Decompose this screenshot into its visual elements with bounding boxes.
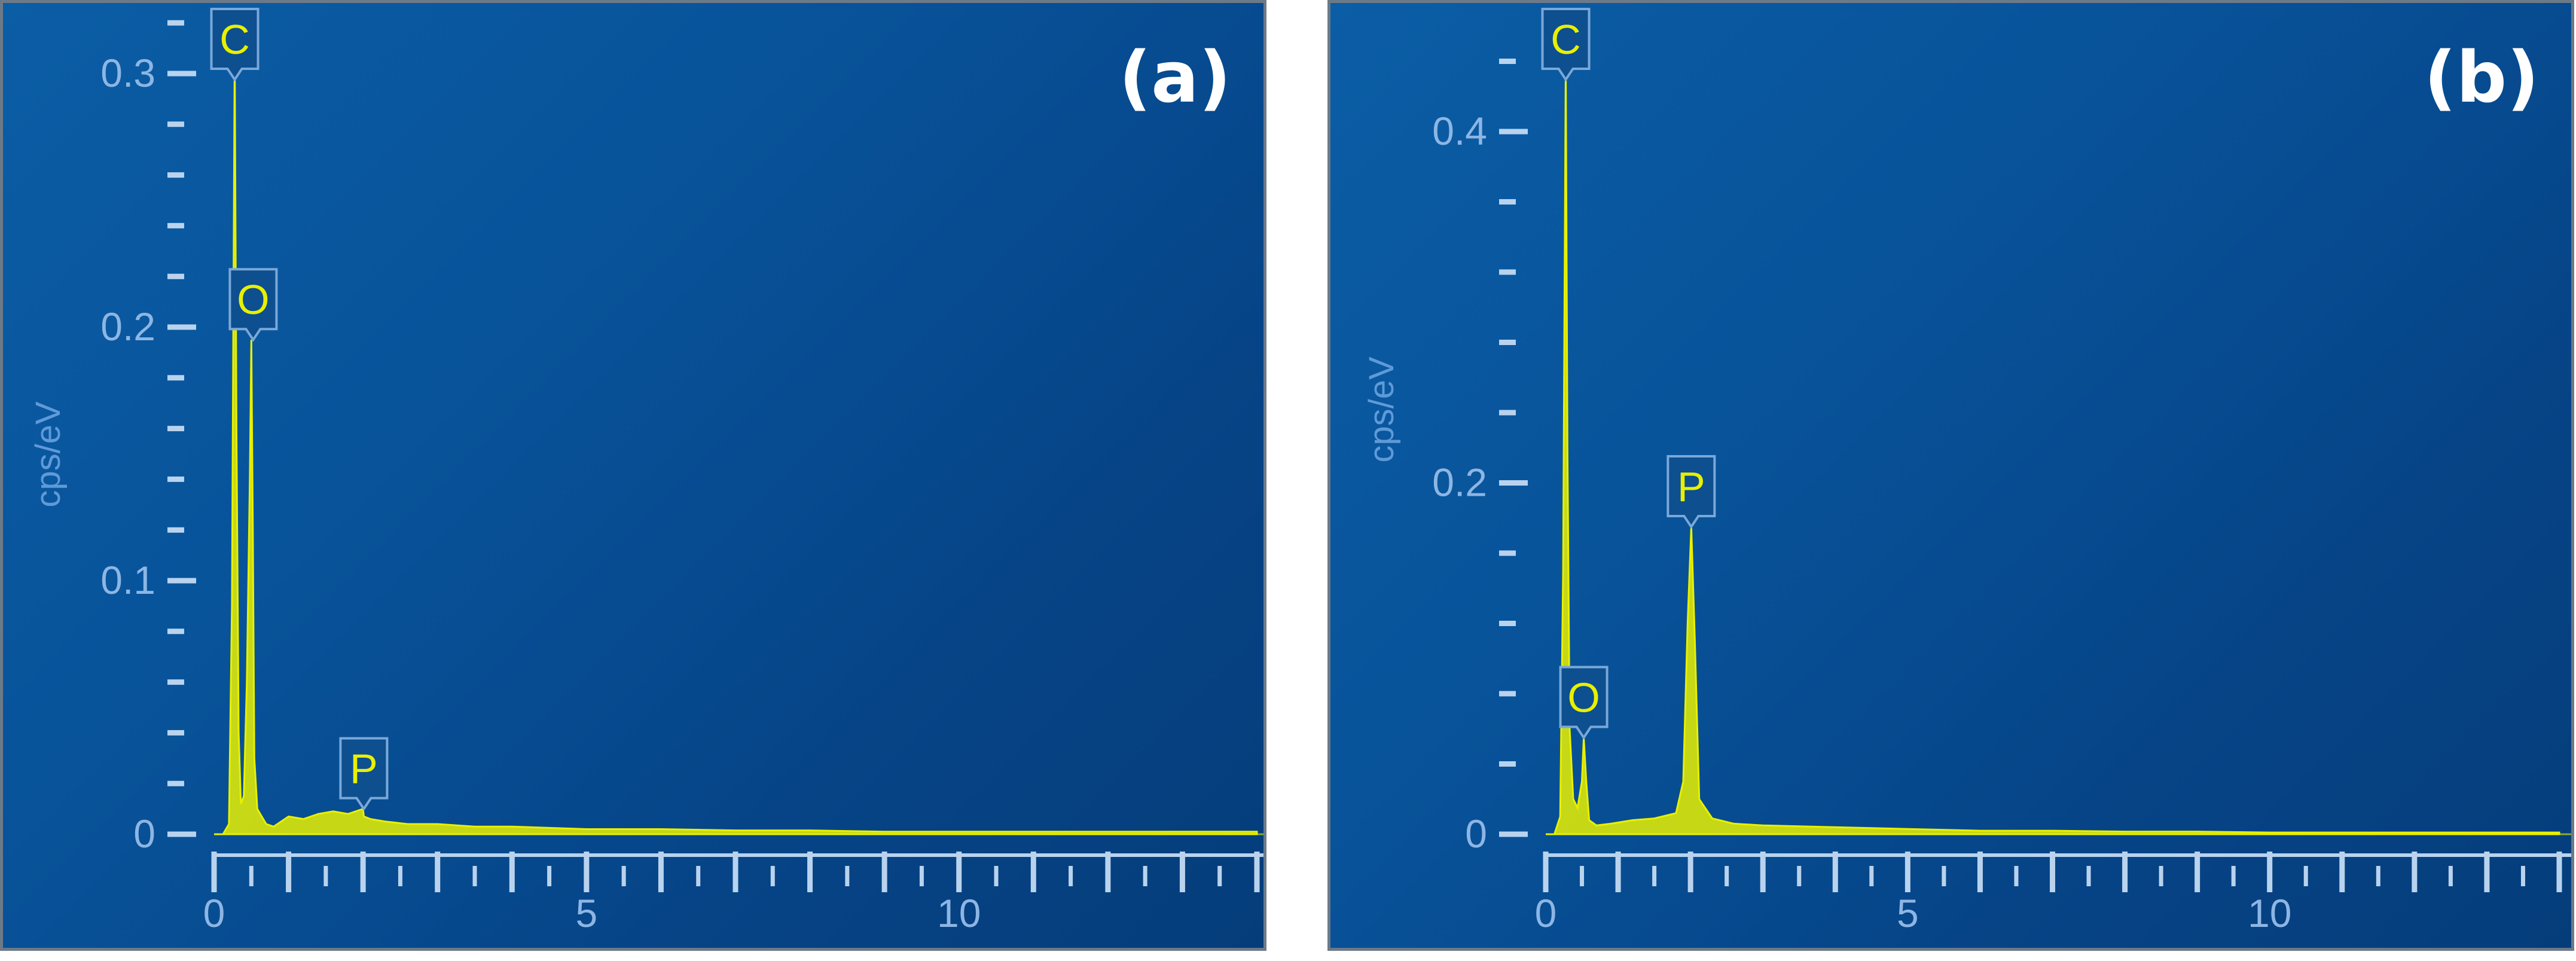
peak-label-box xyxy=(210,8,260,82)
panel-tag: (a) xyxy=(1119,36,1231,118)
peak-label-p: P xyxy=(1667,454,1716,529)
y-tick-label: 0 xyxy=(133,811,155,856)
spectrum-series xyxy=(1546,61,2560,835)
peak-label-o: O xyxy=(1559,666,1609,740)
peak-label-box xyxy=(1559,666,1609,740)
peak-label-text: P xyxy=(350,746,378,792)
x-tick-label: 5 xyxy=(1897,891,1919,935)
peak-label-text: C xyxy=(219,16,250,63)
peak-label-box xyxy=(1541,8,1591,82)
peak-label-box xyxy=(228,268,278,342)
x-tick-label: 0 xyxy=(203,891,225,935)
y-tick-label: 0.4 xyxy=(1432,109,1487,153)
x-tick-label: 10 xyxy=(2248,891,2291,935)
y-tick-label: 0.2 xyxy=(100,304,155,349)
peak-label-box xyxy=(339,737,389,811)
y-axis-label: cps/eV xyxy=(29,401,68,508)
peak-label-text: O xyxy=(237,276,269,323)
eds-spectrum-a: 0 0.1 0.2 0.3 cps/eV 0 5 10 C O P (a) xyxy=(29,8,1263,935)
eds-panel-a: 0 0.1 0.2 0.3 cps/eV 0 5 10 C O P (a) xyxy=(0,0,1266,951)
y-tick-label: 0 xyxy=(1465,811,1487,856)
peak-label-text: P xyxy=(1677,463,1705,510)
peak-label-c: C xyxy=(1541,8,1591,82)
x-tick-label: 10 xyxy=(937,891,981,935)
eds-panel-b: 0 0.2 0.4 cps/eV 0 5 10 C O P (b) xyxy=(1327,0,2574,951)
panel-tag: (b) xyxy=(2424,36,2539,118)
eds-spectrum-b: 0 0.2 0.4 cps/eV 0 5 10 C O P (b) xyxy=(1362,8,2571,935)
peak-label-c: C xyxy=(210,8,260,82)
peak-label-box xyxy=(1667,454,1716,529)
peak-label-p: P xyxy=(339,737,389,811)
y-tick-label: 0.2 xyxy=(1432,460,1487,505)
peak-label-text: C xyxy=(1551,16,1581,63)
y-axis-label: cps/eV xyxy=(1362,356,1401,463)
y-tick-label: 0.1 xyxy=(100,558,155,602)
x-tick-label: 5 xyxy=(575,891,597,935)
peak-label-text: O xyxy=(1567,674,1600,721)
peak-label-o: O xyxy=(228,268,278,342)
x-tick-label: 0 xyxy=(1535,891,1557,935)
spectrum-series xyxy=(214,48,1258,835)
y-tick-label: 0.3 xyxy=(100,51,155,95)
